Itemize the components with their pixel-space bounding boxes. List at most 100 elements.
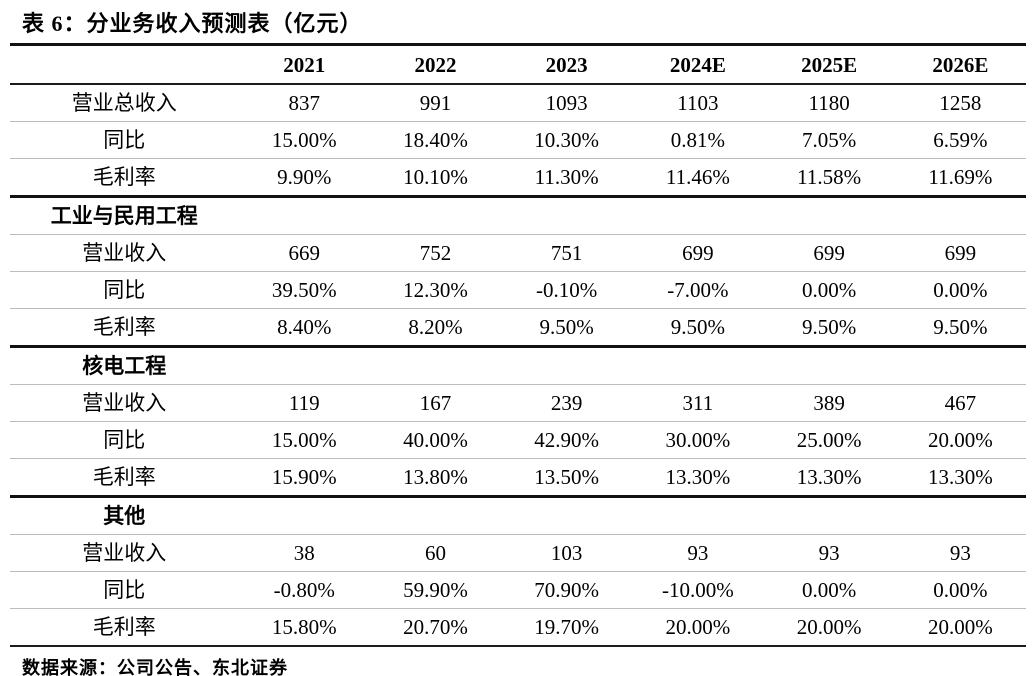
forecast-table: 2021 2022 2023 2024E 2025E 2026E 营业总收入 837 991 1… [10, 46, 1026, 647]
year-header-cell: 2024E [632, 46, 764, 85]
data-cell: 467 [894, 384, 1026, 422]
data-cell: 38 [238, 534, 370, 572]
empty-cell [894, 195, 1026, 235]
data-cell: 93 [894, 534, 1026, 572]
row-label: 营业收入 [10, 384, 239, 422]
data-cell: 20.00% [763, 608, 895, 647]
data-cell: 13.80% [369, 458, 502, 497]
data-cell: 60 [369, 534, 502, 572]
table-header: 2021 2022 2023 2024E 2025E 2026E [10, 46, 1026, 85]
row-label: 同比 [10, 271, 239, 309]
data-cell: 93 [763, 534, 895, 572]
section-header-row: 其他 [10, 495, 1026, 535]
row-label: 毛利率 [10, 458, 239, 497]
data-cell: 18.40% [369, 121, 502, 159]
table-row: 营业总收入 837 991 1093 1103 1180 1258 [10, 84, 1026, 122]
data-cell: 59.90% [369, 571, 502, 609]
row-label: 毛利率 [10, 608, 239, 647]
data-cell: 19.70% [501, 608, 633, 647]
year-header-cell: 2022 [369, 46, 502, 85]
data-cell: 311 [632, 384, 764, 422]
table-row: 毛利率 8.40% 8.20% 9.50% 9.50% 9.50% 9.50% [10, 308, 1026, 347]
data-cell: 699 [894, 234, 1026, 272]
table-row: 同比 -0.80% 59.90% 70.90% -10.00% 0.00% 0.00% [10, 571, 1026, 609]
row-label: 同比 [10, 571, 239, 609]
data-cell: 0.81% [632, 121, 764, 159]
data-cell: 0.00% [894, 571, 1026, 609]
data-cell: -7.00% [632, 271, 764, 309]
data-cell: 167 [369, 384, 502, 422]
table-row: 同比 15.00% 18.40% 10.30% 0.81% 7.05% 6.59% [10, 121, 1026, 159]
empty-cell [632, 345, 764, 385]
data-cell: 669 [238, 234, 370, 272]
data-cell: 9.50% [501, 308, 633, 347]
data-cell: 15.80% [238, 608, 370, 647]
data-cell: 42.90% [501, 421, 633, 459]
section-label: 其他 [10, 495, 239, 535]
year-header-cell: 2025E [763, 46, 895, 85]
data-cell: 13.30% [763, 458, 895, 497]
data-cell: 13.50% [501, 458, 633, 497]
data-cell: -0.10% [501, 271, 633, 309]
row-label: 毛利率 [10, 308, 239, 347]
empty-cell [763, 195, 895, 235]
table-row: 毛利率 15.90% 13.80% 13.50% 13.30% 13.30% 13.30% [10, 458, 1026, 497]
table-row: 营业收入 669 752 751 699 699 699 [10, 234, 1026, 272]
section-header-row: 核电工程 [10, 345, 1026, 385]
corner-cell [10, 46, 239, 85]
data-cell: 752 [369, 234, 502, 272]
data-cell: 30.00% [632, 421, 764, 459]
data-cell: 40.00% [369, 421, 502, 459]
data-cell: 15.90% [238, 458, 370, 497]
data-cell: 239 [501, 384, 633, 422]
empty-cell [763, 345, 895, 385]
data-cell: 93 [632, 534, 764, 572]
data-cell: 1093 [501, 84, 633, 122]
table-row: 同比 15.00% 40.00% 42.90% 30.00% 25.00% 20.00% [10, 421, 1026, 459]
data-cell: 11.46% [632, 158, 764, 197]
table-row: 毛利率 9.90% 10.10% 11.30% 11.46% 11.58% 11.69% [10, 158, 1026, 197]
data-cell: 0.00% [763, 271, 895, 309]
row-label: 同比 [10, 121, 239, 159]
table-row: 营业收入 119 167 239 311 389 467 [10, 384, 1026, 422]
data-cell: 699 [632, 234, 764, 272]
data-cell: 0.00% [763, 571, 895, 609]
empty-cell [894, 345, 1026, 385]
data-cell: 837 [238, 84, 370, 122]
row-label: 毛利率 [10, 158, 239, 197]
data-cell: 12.30% [369, 271, 502, 309]
table-title: 表 6：分业务收入预测表（亿元） [10, 8, 1026, 46]
data-cell: 15.00% [238, 121, 370, 159]
data-cell: 9.50% [763, 308, 895, 347]
data-cell: 9.50% [632, 308, 764, 347]
data-cell: 20.70% [369, 608, 502, 647]
row-label: 同比 [10, 421, 239, 459]
year-header-cell: 2023 [501, 46, 633, 85]
data-cell: 9.90% [238, 158, 370, 197]
data-cell: 11.69% [894, 158, 1026, 197]
data-source: 数据来源：公司公告、东北证券 [22, 658, 288, 676]
section-header-row: 工业与民用工程 [10, 195, 1026, 235]
data-cell: 6.59% [894, 121, 1026, 159]
data-cell: 9.50% [894, 308, 1026, 347]
data-cell: 20.00% [894, 421, 1026, 459]
data-cell: 0.00% [894, 271, 1026, 309]
row-label: 营业收入 [10, 234, 239, 272]
row-label: 营业总收入 [10, 84, 239, 122]
data-cell: 10.30% [501, 121, 633, 159]
table-row: 毛利率 15.80% 20.70% 19.70% 20.00% 20.00% 20.00% [10, 608, 1026, 647]
data-cell: 1103 [632, 84, 764, 122]
data-cell: 1258 [894, 84, 1026, 122]
empty-cell [501, 345, 633, 385]
empty-cell [369, 345, 502, 385]
empty-cell [632, 195, 764, 235]
data-cell: 10.10% [369, 158, 502, 197]
data-cell: 699 [763, 234, 895, 272]
empty-cell [369, 195, 502, 235]
empty-cell [894, 495, 1026, 535]
empty-cell [238, 345, 370, 385]
data-cell: 103 [501, 534, 633, 572]
data-cell: 389 [763, 384, 895, 422]
data-cell: 8.40% [238, 308, 370, 347]
